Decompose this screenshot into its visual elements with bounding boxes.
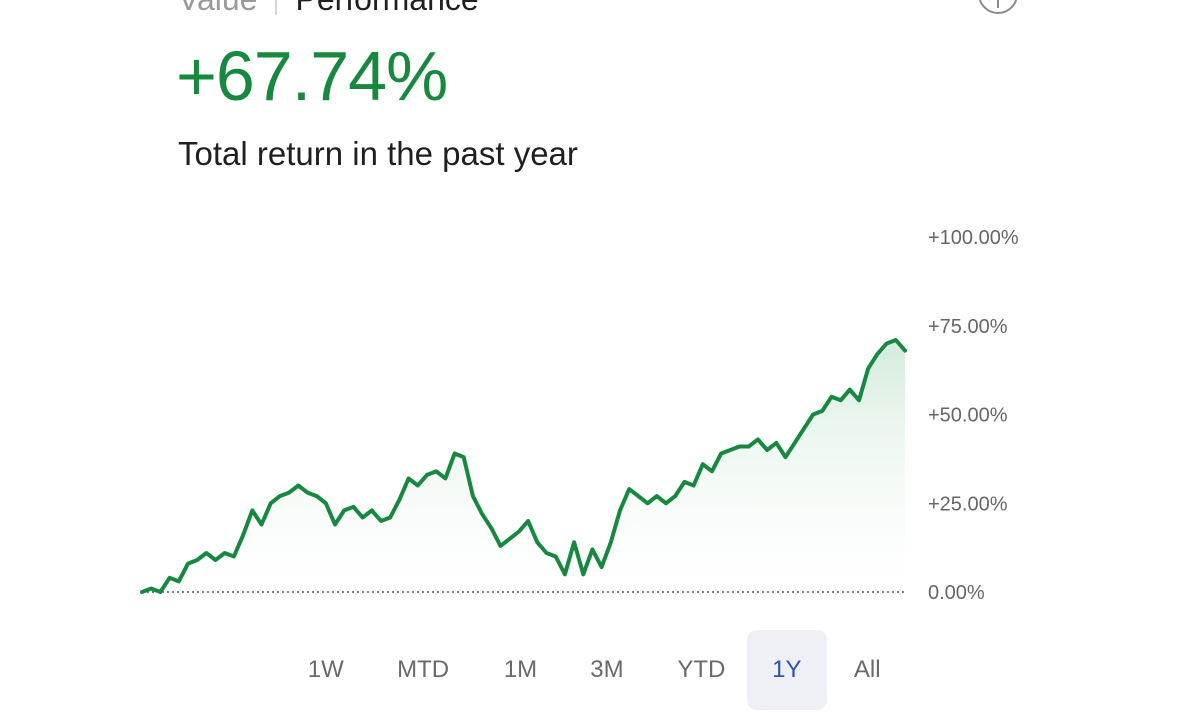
range-selector: 1W MTD 1M 3M YTD 1Y All bbox=[288, 630, 908, 710]
range-button-all[interactable]: All bbox=[853, 656, 881, 683]
total-return-value: +67.74% bbox=[176, 37, 448, 115]
y-tick-label: +100.00% bbox=[928, 227, 1019, 249]
tab-value[interactable]: Value bbox=[178, 0, 257, 18]
range-button-3m[interactable]: 3M bbox=[590, 656, 624, 683]
y-tick-label: 0.00% bbox=[928, 582, 985, 604]
range-button-1y[interactable]: 1Y bbox=[747, 630, 827, 710]
y-tick-label: +50.00% bbox=[928, 405, 1008, 427]
performance-chart: +100.00% +75.00% +50.00% +25.00% 0.00% bbox=[140, 227, 1019, 604]
y-axis-tick-labels: +100.00% +75.00% +50.00% +25.00% 0.00% bbox=[928, 227, 1019, 604]
y-tick-label: +25.00% bbox=[928, 493, 1008, 515]
range-button-1w[interactable]: 1W bbox=[307, 656, 344, 683]
range-button-1m[interactable]: 1M bbox=[503, 656, 538, 683]
tab-divider bbox=[275, 0, 278, 15]
performance-area-fill bbox=[142, 340, 905, 592]
y-tick-label: +75.00% bbox=[928, 316, 1008, 338]
total-return-caption: Total return in the past year bbox=[178, 135, 578, 172]
performance-line bbox=[140, 338, 907, 594]
tab-performance[interactable]: Performance bbox=[295, 0, 478, 18]
range-button-mtd[interactable]: MTD bbox=[397, 656, 450, 683]
view-tabs: Value Performance bbox=[178, 0, 479, 18]
range-button-ytd[interactable]: YTD bbox=[677, 656, 726, 683]
